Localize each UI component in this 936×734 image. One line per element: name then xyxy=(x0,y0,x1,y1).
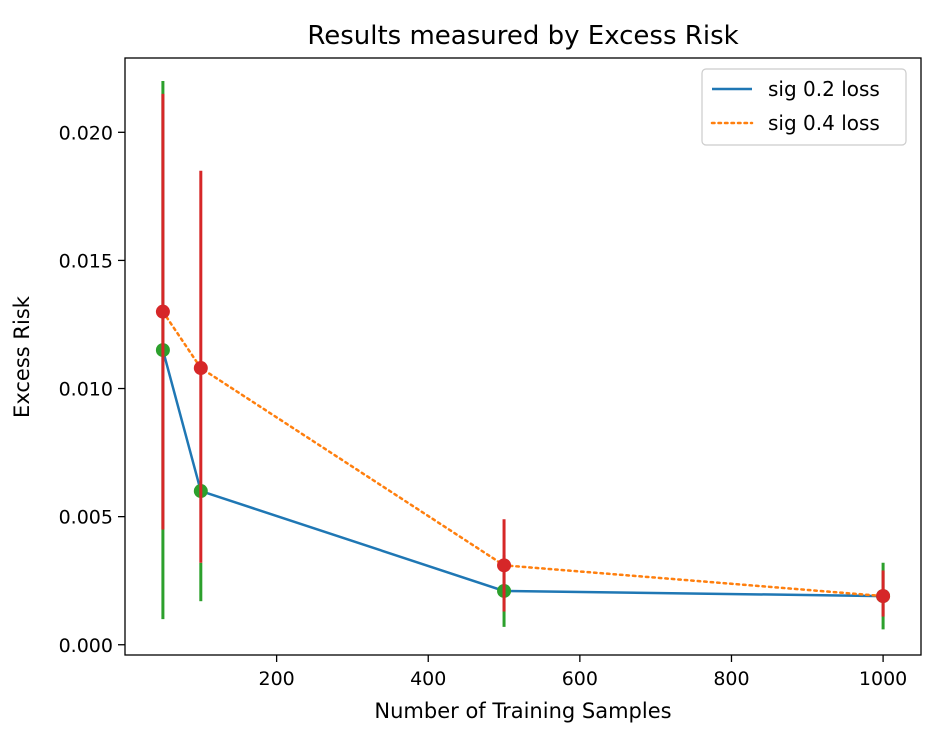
series-line xyxy=(161,310,885,598)
legend-box xyxy=(701,68,907,146)
axes: 200 400 600 800 1000 0.000 0.005 0.010 0.015 0.02… xyxy=(59,57,922,690)
legend-label: sig 0.2 loss xyxy=(768,77,880,101)
y-tick-label: 0.020 xyxy=(59,122,113,144)
x-tick-label: 200 xyxy=(258,668,294,690)
data-point xyxy=(876,589,891,604)
data-point xyxy=(497,558,512,573)
series-1 xyxy=(155,81,891,630)
plot-frame xyxy=(124,57,922,656)
x-tick-label: 400 xyxy=(410,668,446,690)
y-tick-label: 0.005 xyxy=(59,507,113,529)
chart-title: Results measured by Excess Risk xyxy=(307,21,738,51)
y-tick-label: 0.015 xyxy=(59,250,113,272)
series-line xyxy=(161,349,884,598)
plot-area xyxy=(155,81,891,630)
y-tick-label: 0.000 xyxy=(59,635,113,657)
legend: sig 0.2 loss sig 0.4 loss xyxy=(701,68,907,146)
y-axis-label: Excess Risk xyxy=(10,295,34,418)
series-2 xyxy=(155,93,891,617)
x-tick-label: 800 xyxy=(713,668,749,690)
x-tick-label: 600 xyxy=(562,668,598,690)
y-tick-label: 0.010 xyxy=(59,379,113,401)
data-point xyxy=(193,361,208,376)
x-axis-label: Number of Training Samples xyxy=(374,699,671,723)
x-tick-label: 1000 xyxy=(859,668,907,690)
legend-label: sig 0.4 loss xyxy=(768,111,880,135)
data-point xyxy=(155,304,170,319)
